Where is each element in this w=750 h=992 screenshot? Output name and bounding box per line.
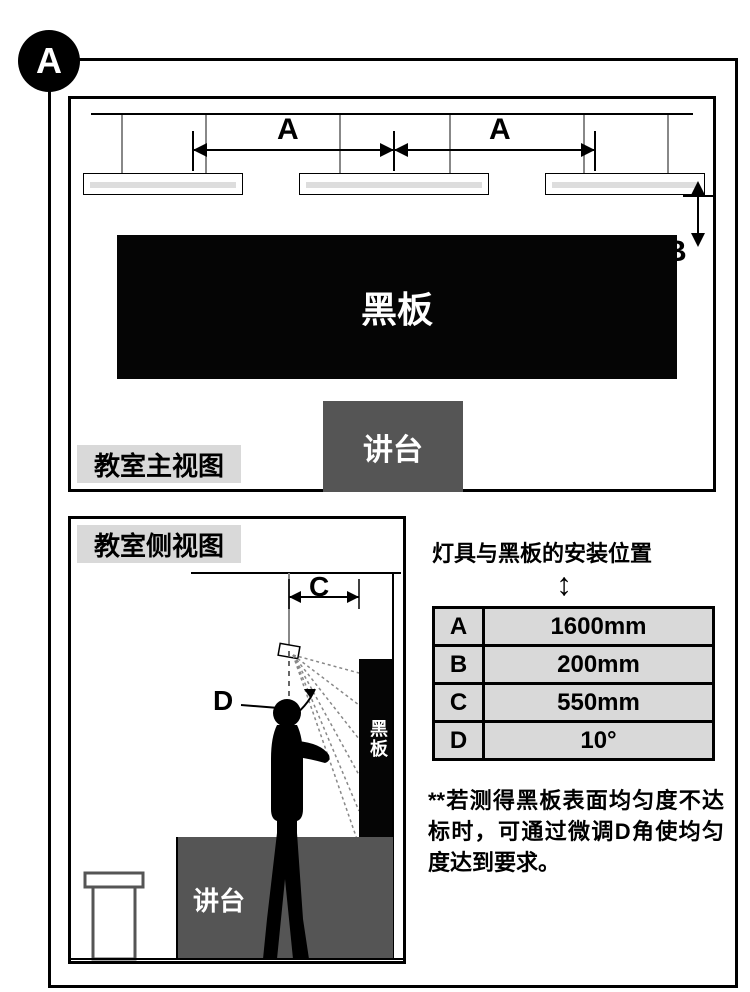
table-key-cell: D (434, 722, 484, 760)
podium-label: 讲台 (363, 425, 423, 469)
dim-a-line (394, 149, 595, 151)
lamp-hanger (121, 115, 123, 173)
dim-a-arrow-right (380, 143, 394, 157)
table-key-cell: C (434, 684, 484, 722)
table-row: C550mm (434, 684, 714, 722)
lamp-hanger (667, 115, 669, 173)
dim-b-arrow-down (691, 233, 705, 247)
table-key-cell: B (434, 646, 484, 684)
blackboard-side-label: 黑板 (365, 719, 391, 759)
blackboard-front: 黑板 (117, 235, 677, 379)
dim-a-label: A (277, 113, 299, 147)
dim-a-tick (192, 131, 194, 171)
podium-front: 讲台 (323, 401, 463, 492)
dim-b-tick-top (683, 195, 713, 197)
dim-a-tick (594, 131, 596, 171)
ceiling-lamp (299, 173, 489, 195)
dim-b-arrow-up (691, 181, 705, 195)
table-value-cell: 10° (484, 722, 714, 760)
lamp-hanger (449, 115, 451, 173)
dim-d-label: D (213, 685, 233, 717)
table-row: A1600mm (434, 608, 714, 646)
ceiling-lamp (83, 173, 243, 195)
install-table: A1600mmB200mmC550mmD10° (432, 606, 715, 761)
ceiling-lamp (545, 173, 705, 195)
ceiling-line (91, 113, 693, 115)
dim-a-tick (393, 131, 395, 171)
lamp-hanger (339, 115, 341, 173)
dim-a-arrow-right (581, 143, 595, 157)
dim-c-label: C (309, 571, 329, 603)
blackboard-label: 黑板 (361, 281, 433, 333)
dim-a-line (193, 149, 394, 151)
dim-a-arrow-left (394, 143, 408, 157)
section-badge: A (18, 30, 80, 92)
install-footnote: **若测得黑板表面均匀度不达标时，可通过微调D角使均匀度达到要求。 (428, 786, 724, 878)
dim-b-line (697, 191, 699, 239)
updown-arrow-icon: ↕ (556, 566, 572, 603)
dim-a-label: A (489, 113, 511, 147)
table-value-cell: 550mm (484, 684, 714, 722)
install-title: 灯具与黑板的安装位置 (432, 536, 652, 568)
podium-side-label: 讲台 (193, 881, 245, 918)
front-view-title: 教室主视图 (77, 445, 241, 483)
table-row: B200mm (434, 646, 714, 684)
side-view-panel: 教室侧视图 (68, 516, 406, 964)
table-row: D10° (434, 722, 714, 760)
front-view-panel: AA B 黑板 讲台 教室主视图 (68, 96, 716, 492)
table-value-cell: 1600mm (484, 608, 714, 646)
table-key-cell: A (434, 608, 484, 646)
table-value-cell: 200mm (484, 646, 714, 684)
dim-a-arrow-left (193, 143, 207, 157)
